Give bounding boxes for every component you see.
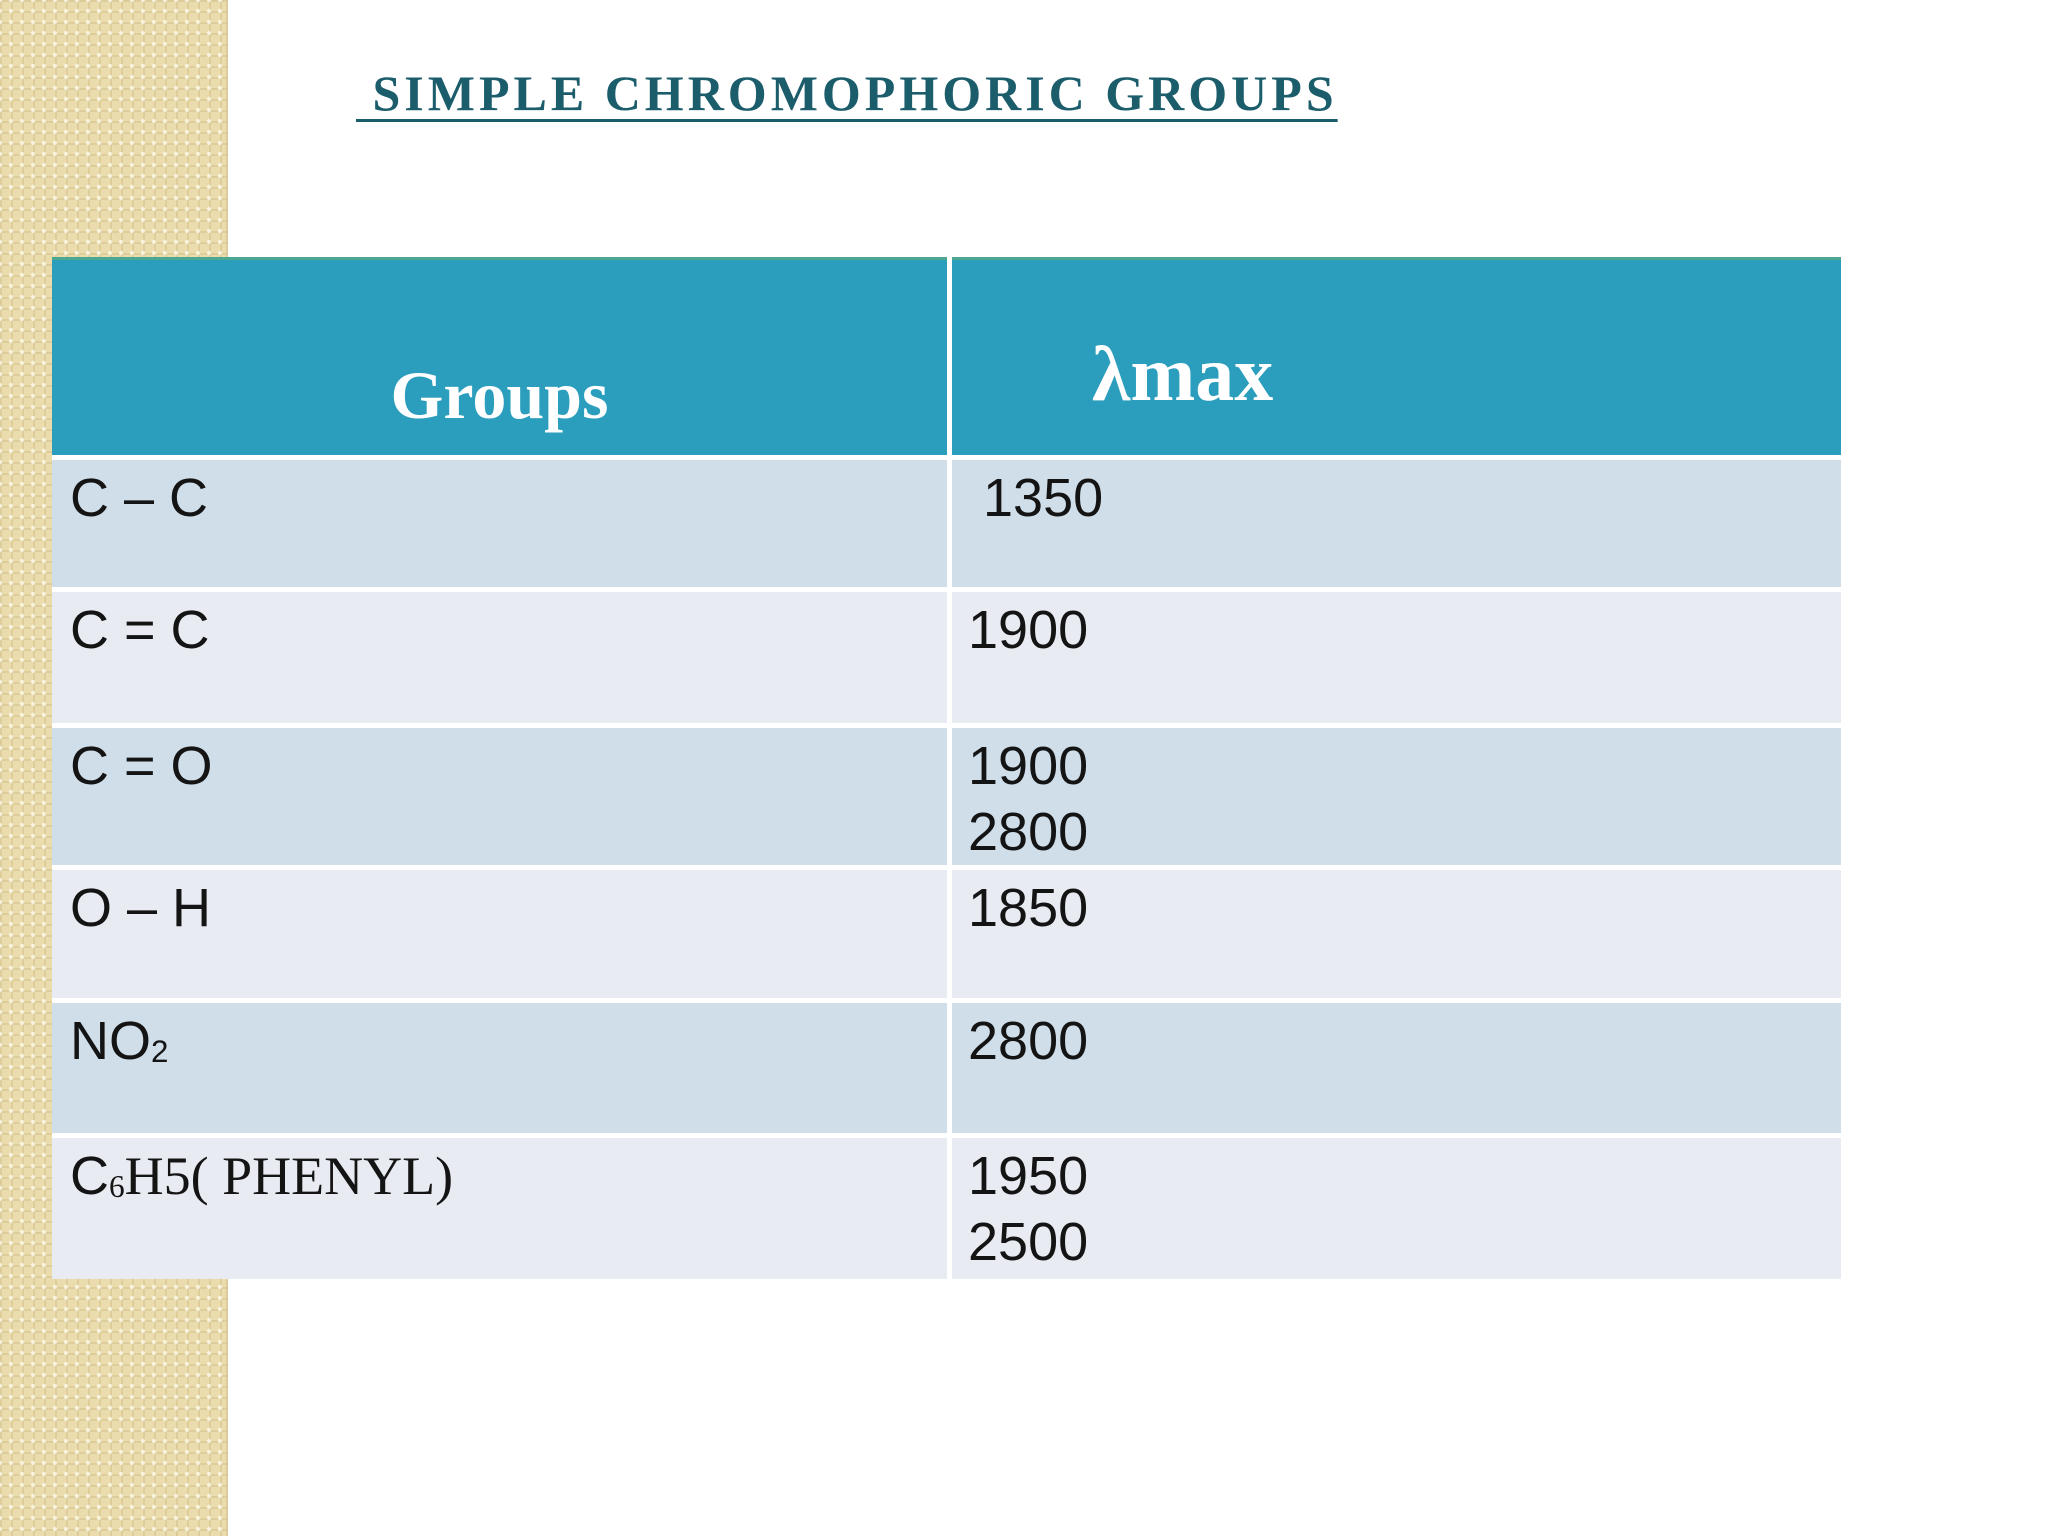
group-cell: O – H <box>52 870 947 998</box>
table-row: C6H5( PHENYL) 1950 2500 <box>52 1138 1841 1279</box>
group-cell: C – C <box>52 460 947 587</box>
table-row: C = O 1900 2800 <box>52 728 1841 865</box>
group-formula: C <box>70 1146 109 1206</box>
lambda-max-cell: 2800 <box>952 1003 1841 1133</box>
group-formula: O – H <box>70 878 212 938</box>
table-row: O – H 1850 <box>52 870 1841 998</box>
group-formula: C = C <box>70 600 210 660</box>
chromophoric-groups-table: Groups λmax C – C 1350 C = C 1900 C = O … <box>52 257 1841 1279</box>
group-formula: C = O <box>70 736 213 796</box>
table-row: C – C 1350 <box>52 460 1841 587</box>
group-formula: C – C <box>70 468 209 528</box>
group-cell: C = C <box>52 592 947 723</box>
group-cell: C6H5( PHENYL) <box>52 1138 947 1279</box>
group-cell: NO2 <box>52 1003 947 1133</box>
group-formula-subscript: 2 <box>151 1034 169 1070</box>
column-header-lambda-max: λmax <box>952 257 1841 455</box>
group-formula: NO <box>70 1011 151 1071</box>
group-formula-suffix: H5( PHENYL) <box>124 1146 454 1206</box>
table-row: NO2 2800 <box>52 1003 1841 1133</box>
table-header-row: Groups λmax <box>52 257 1841 455</box>
group-cell: C = O <box>52 728 947 865</box>
slide-title: SIMPLE CHROMOPHORIC GROUPS <box>356 65 1338 121</box>
lambda-max-cell: 1950 2500 <box>952 1138 1841 1279</box>
lambda-max-cell: 1900 2800 <box>952 728 1841 865</box>
column-header-groups: Groups <box>52 257 947 455</box>
lambda-max-cell: 1350 <box>952 460 1841 587</box>
group-formula-subscript: 6 <box>109 1169 125 1205</box>
lambda-max-cell: 1850 <box>952 870 1841 998</box>
table-row: C = C 1900 <box>52 592 1841 723</box>
lambda-max-cell: 1900 <box>952 592 1841 723</box>
